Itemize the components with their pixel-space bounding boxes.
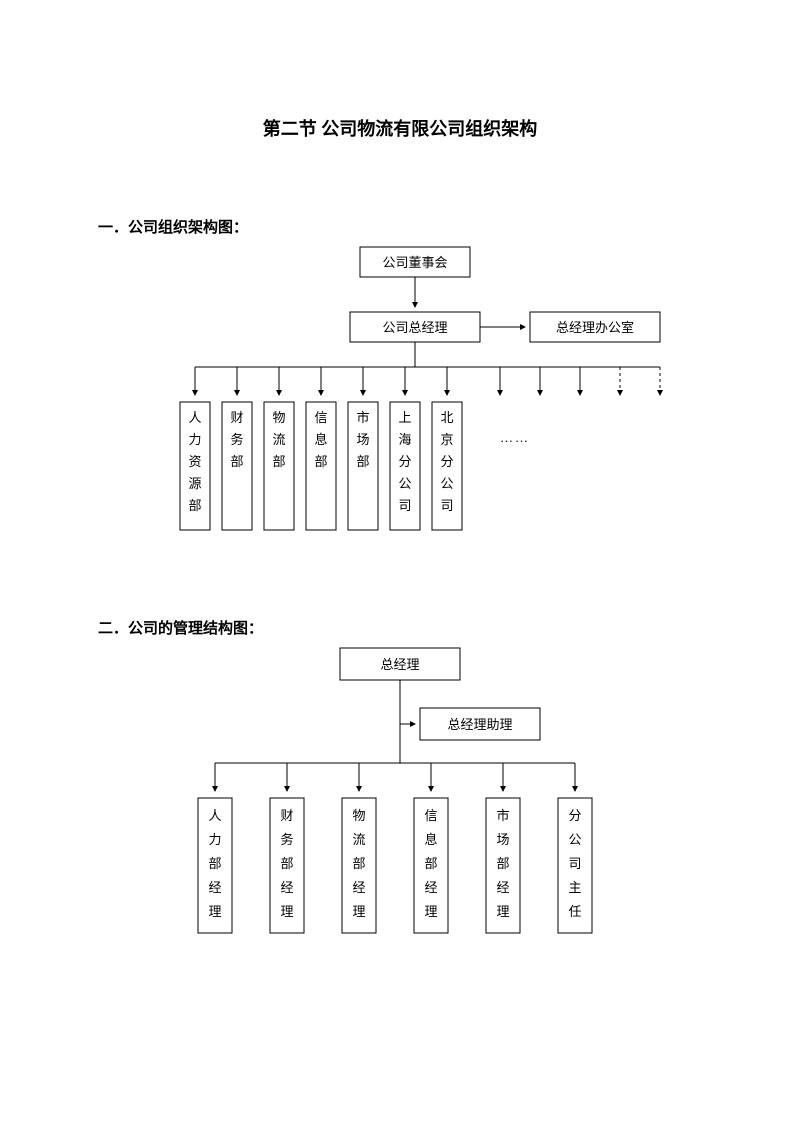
page-title: 第二节 公司物流有限公司组织架构 bbox=[0, 0, 800, 141]
svg-text:分: 分 bbox=[440, 454, 453, 469]
svg-text:司: 司 bbox=[568, 856, 581, 871]
svg-text:部: 部 bbox=[272, 454, 285, 469]
svg-text:司: 司 bbox=[398, 498, 411, 513]
svg-text:信: 信 bbox=[314, 410, 327, 425]
svg-text:部: 部 bbox=[208, 856, 221, 871]
svg-text:流: 流 bbox=[352, 832, 365, 847]
svg-text:理: 理 bbox=[208, 904, 221, 919]
svg-text:京: 京 bbox=[440, 432, 453, 447]
svg-text:理: 理 bbox=[424, 904, 437, 919]
node-info-label: 信 息 部 bbox=[314, 410, 327, 469]
svg-text:部: 部 bbox=[280, 856, 293, 871]
svg-text:息: 息 bbox=[424, 832, 437, 847]
node-gmo-label: 总经理办公室 bbox=[556, 320, 634, 335]
svg-text:流: 流 bbox=[272, 432, 285, 447]
svg-text:部: 部 bbox=[496, 856, 509, 871]
svg-text:经: 经 bbox=[280, 880, 293, 895]
svg-text:理: 理 bbox=[496, 904, 509, 919]
svg-text:经: 经 bbox=[352, 880, 365, 895]
svg-text:理: 理 bbox=[280, 904, 293, 919]
svg-text:部: 部 bbox=[356, 454, 369, 469]
svg-text:力: 力 bbox=[208, 832, 221, 847]
svg-text:海: 海 bbox=[398, 432, 411, 447]
svg-text:场: 场 bbox=[496, 832, 509, 847]
svg-text:分: 分 bbox=[568, 808, 581, 823]
node-gm-label: 公司总经理 bbox=[382, 320, 447, 335]
svg-text:市: 市 bbox=[356, 410, 369, 425]
svg-text:公: 公 bbox=[440, 476, 453, 491]
svg-text:力: 力 bbox=[188, 432, 201, 447]
svg-text:人: 人 bbox=[208, 808, 221, 823]
svg-text:部: 部 bbox=[188, 498, 201, 513]
ellipsis-1: …… bbox=[500, 430, 530, 445]
svg-text:上: 上 bbox=[398, 410, 411, 425]
org-chart-2: 总经理 总经理助理 人 力 部 经 理 财 务 部 经 理 物 流 部 经 理 bbox=[50, 638, 750, 958]
org-chart-1: 公司董事会 公司总经理 总经理办公室 人 力 资 源 部 财 务 部 bbox=[50, 237, 750, 557]
svg-text:务: 务 bbox=[280, 832, 293, 847]
svg-text:经: 经 bbox=[208, 880, 221, 895]
svg-text:财: 财 bbox=[280, 808, 293, 823]
svg-text:场: 场 bbox=[356, 432, 369, 447]
svg-text:市: 市 bbox=[496, 808, 509, 823]
svg-text:经: 经 bbox=[496, 880, 509, 895]
svg-text:理: 理 bbox=[352, 904, 365, 919]
node-board-label: 公司董事会 bbox=[382, 255, 447, 270]
svg-text:部: 部 bbox=[424, 856, 437, 871]
svg-text:部: 部 bbox=[314, 454, 327, 469]
section1-heading: 一．公司组织架构图： bbox=[98, 216, 800, 237]
svg-text:财: 财 bbox=[230, 410, 243, 425]
svg-text:物: 物 bbox=[352, 808, 365, 823]
svg-text:息: 息 bbox=[314, 432, 327, 447]
svg-text:任: 任 bbox=[568, 904, 581, 919]
svg-text:人: 人 bbox=[188, 410, 201, 425]
svg-text:经: 经 bbox=[424, 880, 437, 895]
svg-text:分: 分 bbox=[398, 454, 411, 469]
svg-text:部: 部 bbox=[230, 454, 243, 469]
svg-text:信: 信 bbox=[424, 808, 437, 823]
svg-text:公: 公 bbox=[398, 476, 411, 491]
node-gm2-label: 总经理 bbox=[380, 657, 419, 672]
svg-text:源: 源 bbox=[188, 476, 201, 491]
svg-text:主: 主 bbox=[568, 880, 581, 895]
node-asst-label: 总经理助理 bbox=[447, 717, 512, 732]
section2-heading: 二．公司的管理结构图： bbox=[98, 617, 800, 638]
node-fin-label: 财 务 部 bbox=[230, 410, 243, 469]
node-log-label: 物 流 部 bbox=[272, 410, 285, 469]
svg-text:物: 物 bbox=[272, 410, 285, 425]
svg-text:公: 公 bbox=[568, 832, 581, 847]
svg-text:务: 务 bbox=[230, 432, 243, 447]
node-mkt-label: 市 场 部 bbox=[356, 410, 369, 469]
svg-text:资: 资 bbox=[188, 454, 201, 469]
svg-text:北: 北 bbox=[440, 410, 453, 425]
svg-text:部: 部 bbox=[352, 856, 365, 871]
svg-text:司: 司 bbox=[440, 498, 453, 513]
